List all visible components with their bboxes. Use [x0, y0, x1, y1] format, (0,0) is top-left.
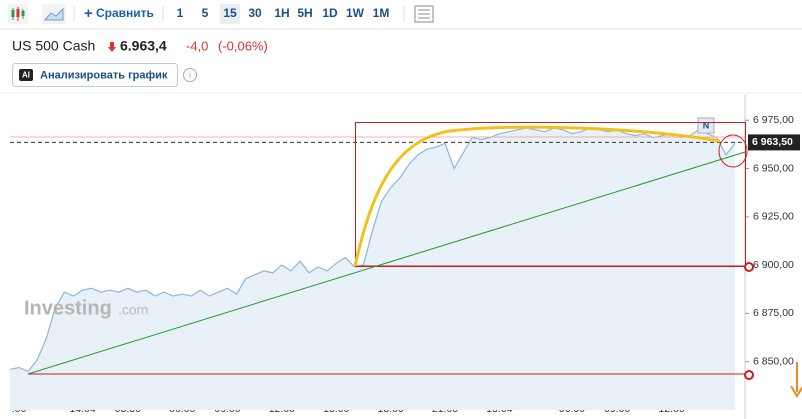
y-tick-label: 6 900,00 [753, 259, 794, 271]
area-fill [10, 127, 735, 411]
range-button[interactable]: 1H [274, 6, 289, 20]
yellow-curve [353, 125, 721, 267]
ai-badge: AI [22, 71, 30, 80]
watermark: Investing [24, 297, 112, 319]
y-tick-label: 6 875,00 [753, 307, 794, 319]
red-circle [718, 134, 748, 168]
range-button[interactable]: 15 [223, 6, 237, 20]
svg-text:i: i [189, 70, 191, 80]
range-button[interactable]: 5 [202, 6, 209, 20]
candle-icon[interactable] [8, 4, 28, 24]
plus-icon: + [84, 5, 93, 22]
y-tick-label: 6 950,00 [753, 162, 794, 174]
info-icon[interactable]: i [183, 68, 197, 82]
analyze-label: Анализировать график [40, 69, 168, 81]
instrument-title: US 500 Cash [12, 38, 95, 54]
range-button[interactable]: 30 [248, 6, 262, 20]
y-tick-label: 6 925,00 [753, 211, 794, 223]
price: 6.963,4 [120, 38, 167, 54]
watermark-suffix: .com [118, 302, 148, 318]
range-button[interactable]: 5H [297, 6, 312, 20]
handle[interactable] [744, 370, 754, 380]
last-price-label: 6 963,50 [752, 136, 793, 148]
area-icon[interactable] [42, 4, 66, 24]
change: -4,0 [186, 38, 208, 53]
drawings [10, 122, 802, 398]
orange-arrow [790, 362, 802, 398]
last-price-box [748, 134, 800, 151]
news-marker-box [697, 117, 715, 134]
range-button[interactable]: 1 [177, 6, 184, 20]
trend-line [27, 151, 746, 375]
table-icon[interactable] [414, 5, 434, 23]
range-button[interactable]: 1D [322, 6, 338, 20]
change-pct: (-0,06%) [218, 38, 268, 53]
analyze-button[interactable]: AI Анализировать график [12, 63, 178, 87]
range-button[interactable]: 1M [373, 6, 390, 20]
range-button[interactable]: 1W [346, 6, 365, 20]
y-tick-label: 6 975,00 [753, 114, 794, 126]
news-marker: N [703, 120, 710, 130]
compare-button[interactable]: Сравнить [96, 6, 154, 20]
handle[interactable] [744, 262, 754, 272]
y-tick-label: 6 850,00 [753, 355, 794, 367]
down-arrow [108, 42, 116, 52]
range-active [220, 4, 240, 24]
